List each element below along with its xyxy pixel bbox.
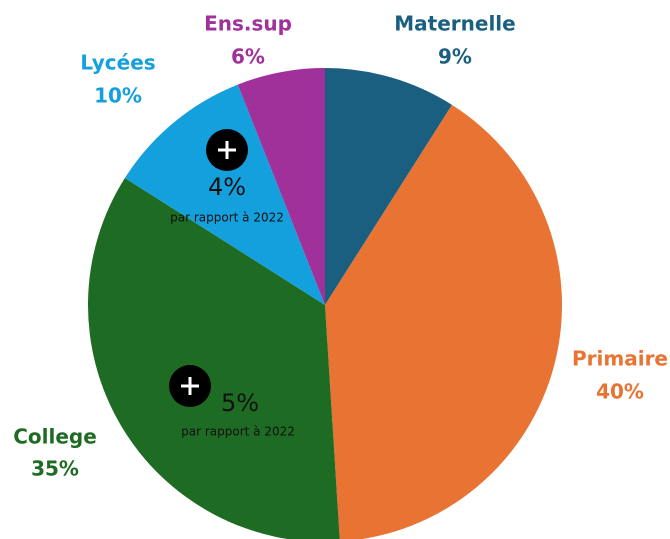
slice-value-label: 40% [596,380,644,404]
pie-slice [88,178,340,539]
slice-value-label: 6% [231,45,265,69]
pie-slice [325,68,452,305]
slice-value-label: 9% [438,45,472,69]
pie-slice [124,84,325,305]
slice-label: Primaire [572,347,668,371]
annotation-note: par rapport à 2022 [170,211,284,225]
annotation: 4% [208,173,246,201]
slice-label: College [13,425,97,449]
pie-slice [237,68,325,305]
pie-slice [325,104,562,539]
plus-icon [206,129,248,171]
slice-value-label: 35% [31,457,79,481]
slice-value-label: 10% [94,84,142,108]
slice-label: Lycées [80,51,155,75]
annotation: 5% [221,389,259,417]
plus-icon [169,365,211,407]
annotation-note: par rapport à 2022 [181,425,295,439]
slice-label: Ens.sup [204,12,292,36]
slice-label: Maternelle [394,12,515,36]
